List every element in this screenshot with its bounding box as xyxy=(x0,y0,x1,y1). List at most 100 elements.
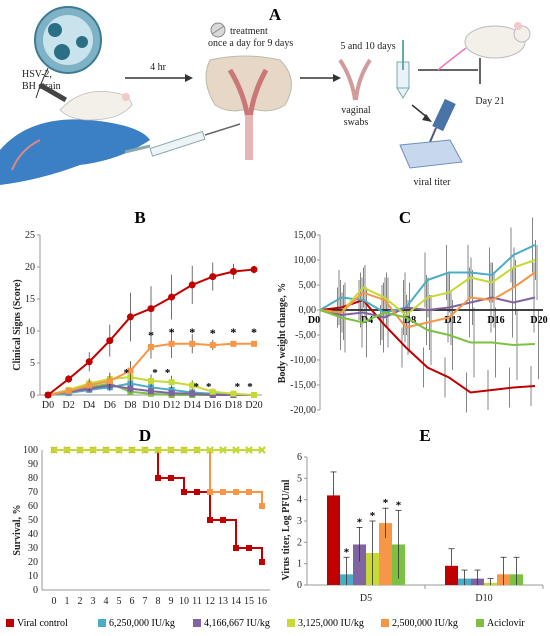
data-point xyxy=(209,388,216,395)
y-tick-label: 20 xyxy=(28,557,38,568)
data-point xyxy=(232,446,240,454)
series-line xyxy=(319,271,536,329)
delay-label: 4 hr xyxy=(150,62,167,73)
x-tick-label: D0 xyxy=(308,315,320,326)
data-point xyxy=(168,340,175,347)
sample-tube-icon xyxy=(396,40,410,99)
data-point xyxy=(115,446,123,454)
panel-label-a: A xyxy=(269,5,282,24)
data-point xyxy=(102,446,110,454)
data-point xyxy=(127,367,134,374)
significance-marker: * xyxy=(344,546,350,558)
x-tick-label: 15 xyxy=(244,596,254,607)
data-point xyxy=(141,446,149,454)
virus-bubble xyxy=(34,6,102,99)
x-tick-label: D20 xyxy=(245,400,262,411)
legend-item: 2,500,000 IU/kg xyxy=(381,618,458,629)
legend-swatch xyxy=(193,619,201,627)
x-tick-label: D8 xyxy=(124,400,136,411)
significance-marker: * xyxy=(210,326,216,340)
x-tick-label: 9 xyxy=(169,596,174,607)
x-tick-label: 11 xyxy=(192,596,202,607)
significance-marker: * xyxy=(165,367,171,379)
data-point xyxy=(250,266,258,274)
panel-label-b: B xyxy=(134,208,145,227)
data-point xyxy=(258,446,266,454)
chart-c: C Body weight change, % 15,00 10,00 5,00 0,… xyxy=(277,208,548,415)
data-point xyxy=(251,392,257,398)
data-point xyxy=(189,340,196,347)
significance-marker: * xyxy=(148,328,154,342)
data-point xyxy=(154,446,162,454)
series-line xyxy=(319,298,536,394)
bar xyxy=(379,523,392,585)
data-point xyxy=(63,446,71,454)
x-tick-label: 5 xyxy=(117,596,122,607)
y-tick-label: 0,00 xyxy=(299,305,317,316)
x-tick-label: D6 xyxy=(104,400,116,411)
schematic-panel: A HSV-2, BH strain 4 hr treatment once a… xyxy=(0,5,531,188)
significance-marker: * xyxy=(124,367,130,379)
data-point xyxy=(246,545,252,551)
treatment-label-1: treatment xyxy=(230,26,268,37)
data-point xyxy=(194,489,200,495)
significance-marker: * xyxy=(357,516,363,528)
y-tick-label: 5,00 xyxy=(299,280,317,291)
arrow-1 xyxy=(125,74,193,82)
x-tick-label: D20 xyxy=(530,315,547,326)
legend-item: 3,125,000 IU/kg xyxy=(287,618,364,629)
mouse-in-hand-illustration xyxy=(0,82,150,185)
y-tick-label: 10,00 xyxy=(294,255,317,266)
chart-d-ylabel: Survival, % xyxy=(12,504,23,555)
y-tick-label: -15,00 xyxy=(290,380,316,391)
legend-swatch xyxy=(381,619,389,627)
significance-marker: * xyxy=(193,381,199,393)
y-tick-label: 0 xyxy=(33,585,38,596)
vaginal-tract-illustration xyxy=(338,58,372,101)
y-tick-label: 4 xyxy=(297,495,302,506)
y-tick-label: 100 xyxy=(23,445,38,456)
data-point xyxy=(168,475,174,481)
bar xyxy=(353,544,366,585)
arrow-down xyxy=(411,104,432,122)
data-point xyxy=(193,446,201,454)
treatment-label-2: once a day for 9 days xyxy=(208,38,293,49)
y-tick-label: 60 xyxy=(28,501,38,512)
x-tick-label: D16 xyxy=(204,400,221,411)
data-point xyxy=(65,388,72,395)
data-point xyxy=(168,293,176,301)
significance-marker: * xyxy=(152,367,158,379)
chart-b: B Clinical Signs (Score) 0 5 10 15 20 25 D0 D2 D… xyxy=(12,208,263,411)
mouse-icon xyxy=(437,22,531,71)
y-tick-label: 30 xyxy=(28,543,38,554)
x-tick-label: 4 xyxy=(104,596,109,607)
legend: Viral control 6,250,000 IU/kg 4,166,667 … xyxy=(0,616,550,634)
y-tick-label: 50 xyxy=(28,515,38,526)
y-tick-label: 90 xyxy=(28,459,38,470)
data-point xyxy=(65,375,73,383)
x-tick-label: 10 xyxy=(179,596,189,607)
x-tick-label: 0 xyxy=(52,596,57,607)
chart-e: E Virus titer, Log PFU/ml 0 1 2 3 4 5 6 D5 * * * * *… xyxy=(281,426,544,604)
x-tick-label: 16 xyxy=(257,596,267,607)
panel-label-d: D xyxy=(139,426,151,445)
data-point xyxy=(220,517,226,523)
significance-marker: * xyxy=(189,325,195,339)
legend-item: 4,166,667 IU/kg xyxy=(193,618,270,629)
legend-item: Viral control xyxy=(6,618,68,629)
significance-marker: * xyxy=(251,325,257,339)
data-point xyxy=(189,390,196,397)
titer-label: viral titer xyxy=(414,177,452,188)
data-point xyxy=(259,503,265,509)
x-tick-label: D18 xyxy=(225,400,242,411)
y-tick-label: 10 xyxy=(25,326,35,337)
data-point xyxy=(148,377,154,384)
y-tick-label: 6 xyxy=(297,452,302,463)
data-point xyxy=(168,390,175,397)
series-line xyxy=(319,259,536,317)
x-tick-label: D5 xyxy=(360,593,372,604)
pipette-icon xyxy=(429,98,456,143)
panel-label-c: C xyxy=(399,208,411,227)
chart-e-ylabel: Virus titer, Log PFU/ml xyxy=(281,479,292,580)
data-point xyxy=(245,446,253,454)
